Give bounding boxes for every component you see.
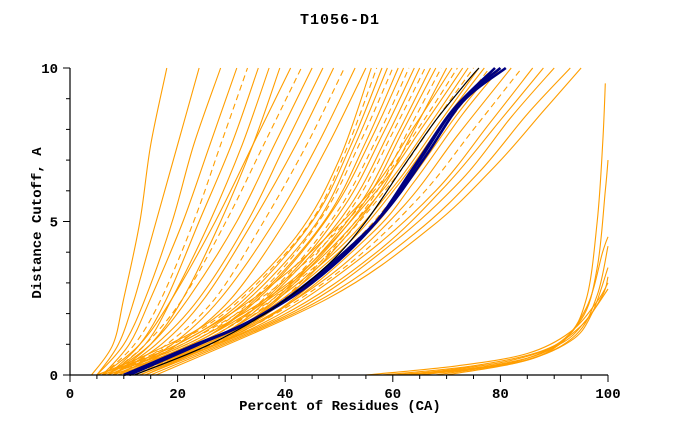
model-curve-ensemble — [446, 160, 609, 376]
model-curve-ensemble — [107, 67, 313, 376]
model-curve-ensemble — [112, 67, 335, 376]
series-lines — [91, 66, 609, 376]
x-tick-label: 0 — [66, 387, 74, 403]
model-curve-ensemble — [145, 67, 555, 376]
model-curve-ensemble — [102, 67, 378, 376]
chart-title: T1056-D1 — [299, 12, 380, 29]
model-curve-reference — [134, 67, 480, 376]
model-curve-ensemble — [96, 67, 372, 376]
model-curve-ensemble — [118, 67, 345, 376]
y-tick-label: 10 — [41, 62, 58, 78]
model-curve-ensemble — [392, 236, 609, 376]
model-curve-ensemble — [101, 67, 238, 376]
model-curve-ensemble — [96, 67, 453, 376]
model-curve-ensemble — [155, 67, 582, 376]
model-curve-ensemble — [118, 67, 356, 376]
y-tick-label: 0 — [50, 369, 58, 385]
tick-labels: 0 20 40 60 80 100 0 5 10 — [41, 62, 620, 403]
x-tick-label: 100 — [595, 387, 620, 403]
model-curve-ensemble — [134, 67, 448, 376]
model-curve-ensemble — [123, 67, 480, 376]
model-curve-ensemble — [134, 67, 534, 376]
ticks — [63, 67, 609, 382]
model-curve-ensemble — [139, 67, 544, 376]
model-curve-ensemble — [96, 67, 222, 376]
model-curve-ensemble — [435, 245, 609, 376]
model-curve-ensemble — [403, 288, 609, 376]
model-curve-ensemble — [101, 67, 249, 376]
model-curve-ensemble — [91, 67, 168, 376]
y-tick-label: 5 — [50, 216, 58, 232]
model-curve-ensemble — [150, 67, 571, 376]
x-tick-label: 20 — [169, 387, 186, 403]
model-curve-ensemble — [107, 67, 270, 376]
model-curve-ensemble — [96, 67, 200, 376]
model-curve-ensemble — [107, 67, 464, 376]
model-curve-ensemble — [112, 67, 324, 376]
x-tick-label: 40 — [277, 387, 294, 403]
model-curve-ensemble — [408, 83, 606, 376]
model-curve-ensemble — [102, 67, 458, 376]
model-curve-ensemble — [101, 67, 292, 376]
model-curve-ensemble — [134, 67, 442, 376]
x-axis-label: Percent of Residues (CA) — [239, 399, 441, 415]
model-curve-ensemble — [112, 67, 469, 376]
model-curve-highlight — [123, 67, 496, 376]
model-curve-ensemble — [365, 282, 609, 376]
model-curve-ensemble — [128, 67, 523, 376]
x-tick-label: 80 — [492, 387, 509, 403]
model-curve-ensemble — [107, 67, 394, 376]
model-curve-ensemble — [128, 67, 431, 376]
x-tick-label: 60 — [384, 387, 401, 403]
